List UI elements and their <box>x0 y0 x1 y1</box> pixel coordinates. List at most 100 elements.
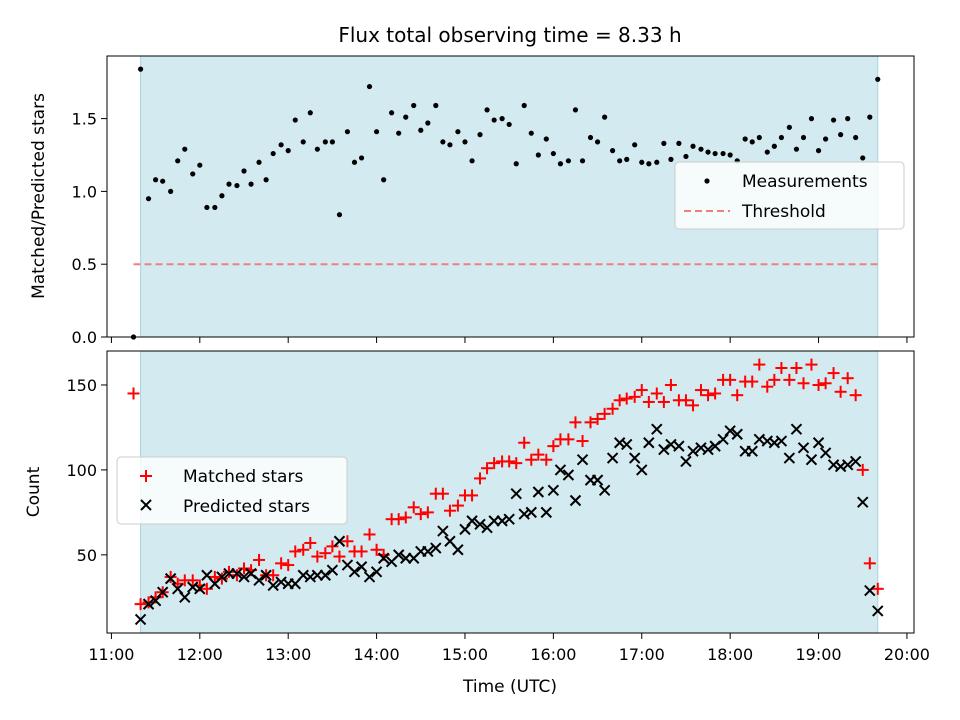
matched-star-point <box>576 435 589 448</box>
matched-star-point <box>598 407 611 420</box>
measurement-point <box>248 181 254 187</box>
matched-star-point <box>628 390 641 403</box>
measurement-point <box>278 142 284 148</box>
measurement-point <box>565 158 571 164</box>
measurement-point <box>160 178 166 184</box>
measurement-point <box>455 129 461 135</box>
predicted-star-point <box>503 513 515 525</box>
measurement-point <box>617 158 623 164</box>
measurement-point <box>853 134 859 141</box>
matched-star-point <box>297 543 310 556</box>
measurement-point <box>543 136 549 142</box>
ratio-legend-box <box>674 161 905 230</box>
predicted-star-point <box>422 545 434 558</box>
measurement-point <box>579 158 586 164</box>
predicted-star-point <box>134 613 147 626</box>
measurement-point <box>683 153 689 160</box>
predicted-star-point <box>680 455 692 468</box>
measurement-point <box>153 177 159 183</box>
measurement-point <box>447 142 453 148</box>
predicted-star-point <box>775 435 788 447</box>
matched-star-point <box>355 545 368 558</box>
x-tick-label: 20:00 <box>884 645 930 664</box>
predicted-star-point <box>319 569 332 581</box>
measurement-point <box>491 117 497 123</box>
predicted-star-point <box>569 494 582 507</box>
x-tick-label: 19:00 <box>795 645 841 664</box>
matched-star-point <box>532 448 545 461</box>
measurement-point <box>425 120 431 126</box>
matched-star-point <box>525 453 538 466</box>
predicted-star-point <box>156 586 169 598</box>
predicted-star-point <box>377 552 390 564</box>
predicted-star-point <box>643 437 655 449</box>
matched-star-point <box>620 392 633 405</box>
y-tick-label: 150 <box>66 376 97 395</box>
x-tick-label: 18:00 <box>707 645 753 664</box>
measurement-point <box>137 66 144 72</box>
count-points <box>127 358 884 626</box>
predicted-star-point <box>355 561 368 573</box>
measurement-point <box>639 159 645 165</box>
matched-star-point <box>363 528 376 541</box>
measurement-point <box>366 83 373 90</box>
predicted-star-point <box>326 564 339 576</box>
predicted-star-point <box>532 486 545 498</box>
measurement-point <box>632 142 638 148</box>
matched-star-point <box>436 487 449 500</box>
measurement-point <box>292 117 298 123</box>
matched-star-point <box>451 499 464 512</box>
predicted-star-point <box>231 567 243 580</box>
predicted-star-point <box>687 445 699 457</box>
predicted-star-point <box>598 484 611 497</box>
matched-star-point <box>834 385 847 398</box>
measurement-point <box>145 196 152 202</box>
measurement-point <box>771 143 777 149</box>
predicted-star-point <box>857 496 869 508</box>
measurement-point <box>204 204 210 211</box>
measurement-point <box>830 117 837 123</box>
matched-star-point <box>562 433 575 446</box>
ratio-x-ticks <box>110 337 908 343</box>
matched-star-point <box>186 574 199 587</box>
matched-star-point <box>569 416 582 429</box>
matched-star-point <box>304 536 317 549</box>
matched-star-point <box>731 389 744 402</box>
matched-star-point <box>797 377 810 390</box>
matched-star-point <box>871 582 884 595</box>
matched-star-point <box>856 463 869 476</box>
count-plot-frame <box>106 350 915 634</box>
matched-star-point <box>694 384 707 397</box>
y-tick-label: 1.0 <box>72 182 97 201</box>
x-tick-label: 15:00 <box>442 645 488 664</box>
predicted-star-point <box>819 447 832 459</box>
ratio-y-axis-label: Matched/Predicted stars <box>29 93 49 299</box>
y-tick-label: 1.5 <box>72 110 97 129</box>
matched-star-point <box>488 457 501 470</box>
matched-star-point <box>443 504 456 517</box>
measurement-point <box>845 116 851 122</box>
count-legend: Matched stars Predicted stars <box>116 456 348 525</box>
matched-star-point <box>414 508 427 521</box>
measurement-point <box>823 136 829 142</box>
matched-star-point <box>421 506 434 519</box>
predicted-star-point <box>216 571 228 583</box>
measurement-point <box>705 149 711 155</box>
matched-star-point <box>746 375 759 388</box>
predicted-star-point <box>717 433 729 446</box>
measurement-point <box>786 124 792 130</box>
measurement-point <box>263 177 269 183</box>
matched-star-point <box>392 513 405 526</box>
matched-star-point <box>664 378 677 391</box>
measurement-point <box>403 114 409 120</box>
predicted-star-point <box>149 595 162 607</box>
measurement-point <box>182 146 188 152</box>
matched-star-point <box>650 387 663 400</box>
measurement-point <box>270 150 276 157</box>
measurement-point <box>720 150 726 157</box>
predicted-star-point <box>673 440 685 452</box>
measurement-point <box>433 102 439 109</box>
measurement-point <box>528 130 534 136</box>
measurement-point <box>764 149 770 155</box>
predicted-star-point <box>474 518 486 530</box>
